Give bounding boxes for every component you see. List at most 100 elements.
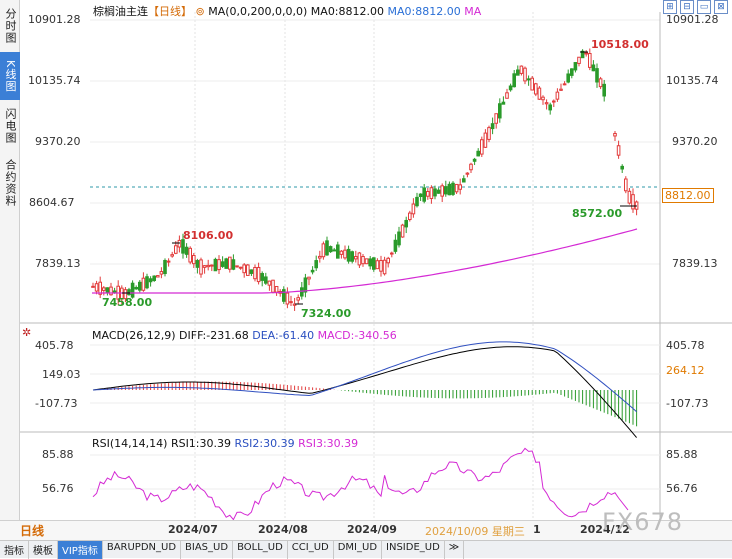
candle-body [613,132,617,137]
candle-body [616,145,621,156]
candle-body [292,303,297,306]
candle-body [462,178,466,183]
close-icon[interactable]: ⊠ [714,0,728,14]
candle-body [426,190,430,197]
candle-body [480,139,484,155]
candle-body [346,248,351,262]
settings-icon[interactable]: ⊚ [195,5,205,18]
candle-body [364,258,369,265]
candle-body [285,292,290,305]
left-tab-bar: 分时图 K线图 闪电图 合约资料 [0,0,20,520]
candle-body [109,286,113,296]
ma200-line [92,228,638,294]
candle-body [537,87,542,100]
candle-body [141,277,146,291]
tab-template[interactable]: 模板 [29,541,58,559]
candle-body [505,92,509,99]
candle-body [350,251,354,262]
candle-body [591,64,596,72]
candle-body [544,102,549,105]
price-label: 9370.20 [35,135,81,148]
price-label: 7839.13 [35,257,81,270]
price-label-right: 7839.13 [672,257,718,270]
macd-dea-line [92,341,637,413]
date-label: 2024/09 [347,523,397,536]
annotation-mid-high: 8106.00 [183,229,234,242]
candle-body [580,50,585,59]
candle-body [411,203,416,215]
macd-axis-label: 149.03 [42,368,81,381]
candle-body [408,212,412,221]
candle-body [526,78,531,81]
candle-body [393,239,398,252]
candle-body [631,194,635,210]
candle-body [310,269,315,273]
tab-contract-info[interactable]: 合约资料 [4,159,17,207]
candle-body [382,259,387,275]
candle-body [566,73,571,83]
candle-body [530,77,535,91]
split-icon[interactable]: ⊟ [680,0,694,14]
chart-canvas[interactable] [0,0,732,520]
candle-body [231,259,236,270]
candle-body [138,281,142,291]
candle-body [512,73,517,88]
candle-body [422,187,426,202]
date-label: 2024/07 [168,523,218,536]
tab-boll[interactable]: BOLL_UD [233,541,288,559]
tab-inside[interactable]: INSIDE_UD [382,541,445,559]
candle-body [220,261,225,267]
candle-body [458,184,462,190]
annotation-low1: 7458.00 [102,296,153,309]
tab-kline[interactable]: K线图 [0,52,20,100]
tab-cci[interactable]: CCI_UD [288,541,334,559]
candle-body [282,289,286,302]
candle-body [620,165,625,170]
candle-body [501,101,506,105]
window-icon[interactable]: ▭ [697,0,711,14]
candle-body [177,239,182,248]
candle-body [184,246,189,255]
candle-body [156,275,160,278]
tab-indicator[interactable]: 指标 [0,541,29,559]
candle-body [217,259,221,271]
candle-body [494,113,498,124]
candle-body [548,104,553,111]
rsi-title: RSI(14,14,14) [92,437,168,450]
period-selector[interactable]: 日线 [20,524,45,538]
tab-dmi[interactable]: DMI_UD [334,541,383,559]
annotation-recent-low: 8572.00 [572,207,623,220]
candle-body [372,257,376,270]
grid-icon[interactable]: ⊞ [663,0,677,14]
tab-bias[interactable]: BIAS_UD [181,541,234,559]
date-axis-bar [0,520,732,540]
candle-body [102,287,106,291]
candle-body [386,257,390,264]
candle-body [440,185,444,197]
candle-body [321,243,326,258]
candle-body [238,266,243,269]
candle-body [444,186,448,195]
tab-more-icon[interactable]: ≫ [445,541,465,559]
tab-vip-indicator[interactable]: VIP指标 [58,541,103,559]
candle-body [429,187,434,200]
macd-config-icon[interactable]: ✲ [22,326,32,339]
candle-body [415,196,419,207]
candle-body [541,96,545,101]
candle-body [552,100,556,103]
candle-body [152,275,156,281]
candle-body [296,297,300,301]
tab-lightning[interactable]: 闪电图 [4,108,17,144]
tab-timeshare[interactable]: 分时图 [4,8,17,44]
candle-body [94,283,99,292]
candle-body [562,83,567,86]
candle-body [343,249,347,259]
tab-barupdn[interactable]: BARUPDN_UD [103,541,182,559]
candle-body [602,83,607,97]
candle-body [418,193,423,198]
ma0-value: MA0:8812.00 [310,5,385,18]
price-label-right: 10135.74 [666,74,719,87]
candle-body [202,265,207,268]
candle-body [274,285,279,293]
candle-body [267,280,272,286]
